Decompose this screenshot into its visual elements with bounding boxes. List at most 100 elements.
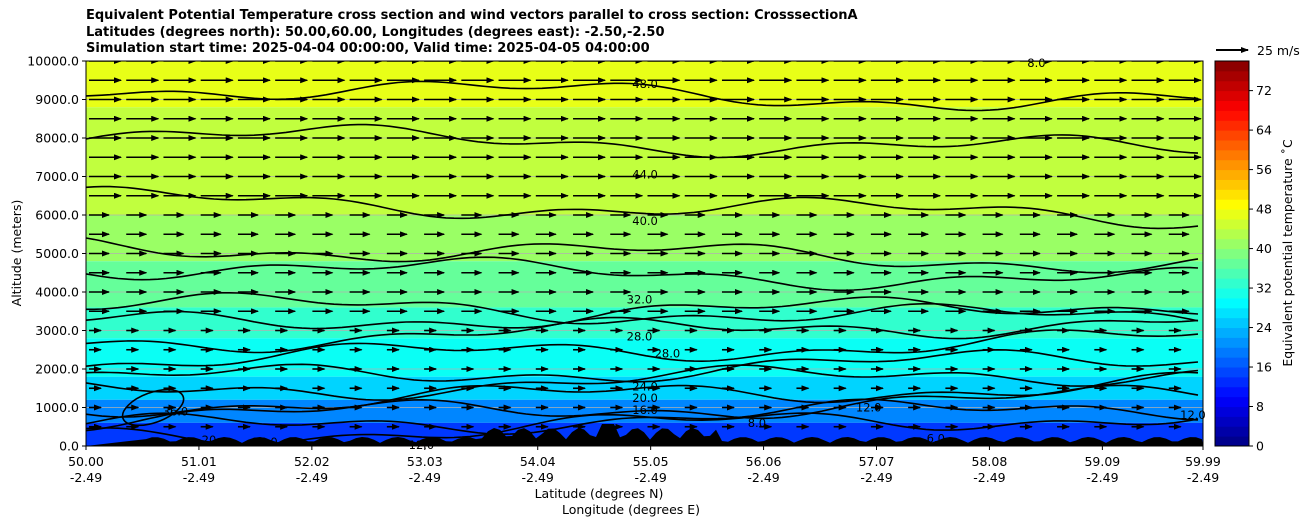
contour-line — [86, 185, 1199, 230]
x-tick-label-lat: 58.08 — [972, 454, 1008, 469]
colorbar-segment — [1215, 90, 1249, 101]
y-axis: 0.0 1000.0 2000.0 3000.0 4000.0 5000.0 6000.0 7… — [27, 54, 86, 454]
colorbar-segment — [1215, 100, 1249, 111]
contour-label: 44.0 — [632, 168, 658, 182]
contour-line — [86, 296, 1199, 330]
quiver-key-label: 25 m/s — [1257, 43, 1300, 58]
colorbar-segment — [1215, 179, 1249, 190]
colorbar-segment — [1215, 288, 1249, 299]
contour-label: 40.0 — [632, 214, 658, 228]
colorbar-segment — [1215, 130, 1249, 141]
colorbar-tick-label: 16 — [1256, 360, 1272, 375]
theta-band — [86, 338, 1203, 377]
contour-line — [86, 256, 1199, 292]
colorbar-segment — [1215, 238, 1249, 250]
colorbar-segment — [1215, 396, 1249, 408]
colorbar-frame — [1214, 60, 1250, 447]
colorbar-segment — [1215, 248, 1249, 259]
colorbar-segment — [1215, 278, 1249, 289]
colorbar-segment — [1215, 327, 1249, 338]
y-tick-label: 7000.0 — [35, 169, 79, 184]
colorbar-segment — [1215, 228, 1249, 240]
colorbar-tick-label: 72 — [1256, 83, 1272, 98]
contour-labels: 48.08.044.040.032.028.028.024.020.016.03… — [163, 56, 1206, 452]
colorbar-segment — [1215, 149, 1249, 161]
quiver-key: 25 m/s — [1216, 43, 1300, 58]
contour-label: 16.0 — [252, 435, 278, 449]
x-tick-label-lon: -2.49 — [860, 470, 892, 485]
x-axis-label-latitude: Latitude (degrees N) — [535, 486, 664, 501]
contour-line — [86, 237, 1199, 274]
contour-label: 28.0 — [655, 347, 681, 361]
x-tick-label-lat: 52.02 — [294, 454, 330, 469]
colorbar-segment — [1215, 268, 1249, 279]
colorbar-tick-label: 24 — [1256, 320, 1272, 335]
contour-label: 12.0 — [409, 438, 435, 452]
x-tick-label-lon: -2.49 — [522, 470, 554, 485]
x-tick-label-lon: -2.49 — [183, 470, 215, 485]
contour-line — [86, 398, 1199, 436]
x-tick-label-lon: -2.49 — [296, 470, 328, 485]
contour-label: 20 — [202, 433, 217, 447]
contour-label: 16.0 — [632, 403, 658, 417]
terrain — [86, 424, 1203, 446]
x-tick-label-lon: -2.49 — [70, 470, 102, 485]
colorbar-segment — [1215, 189, 1249, 200]
terrain-profile — [86, 424, 1203, 446]
colorbar-segment — [1215, 80, 1249, 92]
colorbar-segment — [1215, 347, 1249, 358]
theta-band — [86, 107, 1203, 215]
colorbar-segment — [1215, 110, 1249, 121]
x-tick-label-lat: 59.99 — [1185, 454, 1221, 469]
y-tick-label: 0.0 — [59, 439, 79, 454]
contour-line — [86, 316, 1199, 354]
x-tick-label-lon: -2.49 — [1187, 470, 1219, 485]
colorbar-segment — [1215, 297, 1249, 309]
y-tick-label: 1000.0 — [35, 400, 79, 415]
contour-line — [86, 329, 1199, 367]
x-tick-label-lat: 56.06 — [746, 454, 782, 469]
contour-label: 8.0 — [748, 416, 766, 430]
colorbar-segment — [1215, 120, 1249, 131]
contour-label: 8.0 — [1027, 56, 1045, 70]
contour-label: 48.0 — [632, 77, 658, 91]
colorbar-segment — [1215, 436, 1249, 447]
x-axis-label-longitude: Longitude (degrees E) — [562, 502, 700, 517]
y-axis-label: Altitude (meters) — [9, 200, 24, 307]
x-tick-label-lon: -2.49 — [1086, 470, 1118, 485]
contour-line — [86, 364, 1199, 401]
colorbar-segment — [1215, 317, 1249, 329]
contour-line — [86, 348, 1199, 383]
colorbar-segment — [1215, 376, 1249, 388]
contour-label: 6.0 — [927, 431, 945, 445]
contour-label: 24.0 — [632, 379, 658, 393]
colorbar-segment — [1215, 406, 1249, 417]
x-tick-label-lat: 53.03 — [407, 454, 443, 469]
x-tick-label-lon: -2.49 — [634, 470, 666, 485]
colorbar-tick-label: 32 — [1256, 281, 1272, 296]
colorbar-segment — [1215, 61, 1249, 72]
title-line-2: Latitudes (degrees north): 50.00,60.00, … — [86, 24, 665, 40]
contour-label: 12.0 — [1180, 408, 1206, 422]
colorbar-segment — [1215, 218, 1249, 230]
x-tick-label-lat: 59.09 — [1084, 454, 1120, 469]
contour-label: 28.0 — [627, 329, 653, 343]
theta-band — [86, 261, 1203, 308]
colorbar-segment — [1215, 209, 1249, 220]
y-tick-label: 5000.0 — [35, 246, 79, 261]
x-tick-label-lon: -2.49 — [973, 470, 1005, 485]
x-tick-label-lat: 51.01 — [181, 454, 217, 469]
y-tick-label: 9000.0 — [35, 92, 79, 107]
contour-label: 20.0 — [632, 391, 658, 405]
colorbar-segment — [1215, 169, 1249, 180]
colorbar-tick-label: 40 — [1256, 241, 1272, 256]
colorbar-segment — [1215, 386, 1249, 398]
y-tick-label: 6000.0 — [35, 208, 79, 223]
y-tick-label: 8000.0 — [35, 131, 79, 146]
colorbar: 0 8 16 24 32 40 48 56 64 72 — [1214, 60, 1272, 454]
colorbar-segment — [1215, 139, 1249, 151]
y-tick-label: 10000.0 — [27, 54, 79, 69]
contour-line — [86, 371, 1199, 418]
colorbar-label: Equivalent potential temperature ˚C — [1280, 139, 1295, 367]
